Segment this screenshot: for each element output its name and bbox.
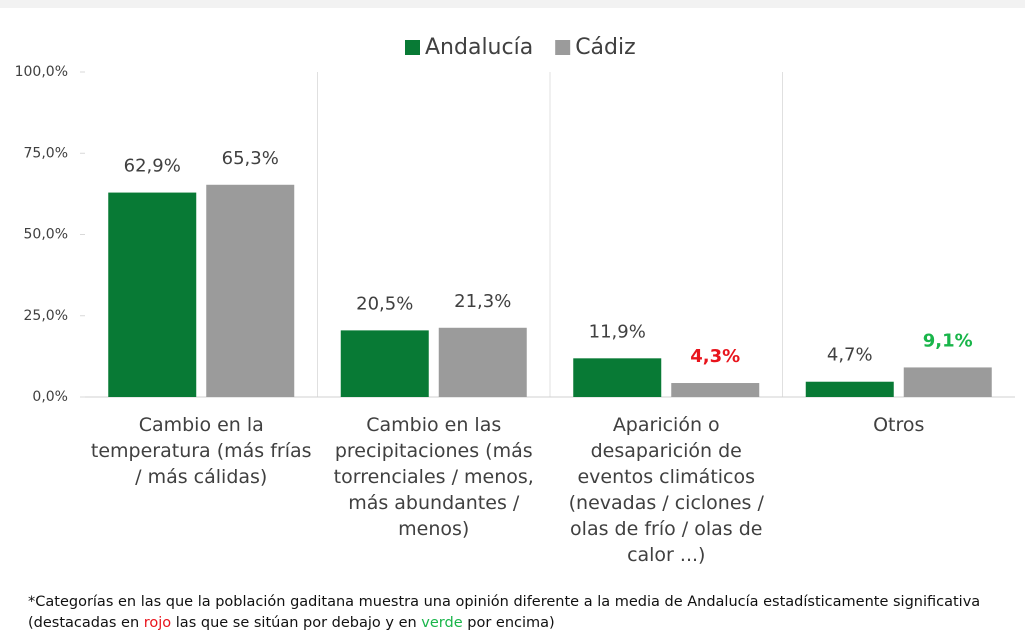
- y-tick-label: 0,0%: [32, 389, 68, 405]
- y-tick-label: 75,0%: [24, 145, 68, 161]
- value-label: 62,9%: [124, 156, 181, 177]
- value-label: 20,5%: [356, 293, 413, 314]
- y-tick-label: 100,0%: [15, 64, 68, 80]
- legend-swatch: [405, 40, 420, 55]
- bar: [903, 367, 992, 397]
- legend-swatch: [555, 40, 571, 55]
- x-tick-label: Cambio en la temperatura (más frías / má…: [90, 414, 312, 488]
- bar: [108, 192, 197, 397]
- value-label: 21,3%: [454, 291, 511, 312]
- x-tick-label: Cambio en las precipitaciones (más torre…: [333, 414, 534, 540]
- bar: [671, 383, 760, 397]
- bar: [206, 184, 295, 397]
- legend-label: Andalucía: [425, 35, 533, 60]
- y-tick-label: 25,0%: [24, 308, 68, 324]
- x-tick-label: Otros: [873, 414, 925, 436]
- footnote-text: por encima): [462, 615, 555, 631]
- footnote: *Categorías en las que la población gadi…: [28, 592, 1018, 634]
- value-label: 9,1%: [923, 330, 973, 351]
- footnote-red: rojo: [143, 615, 172, 631]
- value-label: 65,3%: [222, 148, 279, 169]
- bar: [573, 358, 662, 397]
- value-label: 11,9%: [589, 321, 646, 342]
- legend-label: Cádiz: [575, 35, 635, 60]
- value-label: 4,7%: [827, 345, 873, 366]
- bar: [438, 327, 527, 397]
- top-strip: [0, 0, 1025, 8]
- footnote-green: verde: [421, 615, 463, 631]
- y-tick-label: 50,0%: [24, 227, 68, 243]
- value-label: 4,3%: [690, 346, 740, 367]
- footnote-text: *Categorías en las que la población gadi…: [28, 594, 981, 631]
- footnote-text: las que se sitúan por debajo y en: [171, 615, 422, 631]
- bar: [340, 330, 429, 397]
- bar: [805, 381, 894, 397]
- x-tick-label: Aparición o desaparición de eventos clim…: [568, 414, 764, 566]
